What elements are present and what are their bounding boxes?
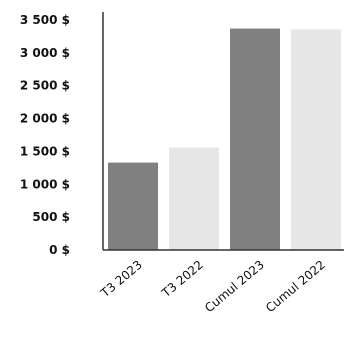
y-tick-label: 2 500 $ xyxy=(20,79,70,93)
x-category-label: T3 2022 xyxy=(158,258,206,301)
y-axis-ticks: 0 $ 500 $ 1 000 $ 1 500 $ 2 000 $ 2 500 $ 3 00… xyxy=(20,13,70,257)
x-category-label: Cumul 2023 xyxy=(202,258,267,316)
bars xyxy=(108,28,341,251)
y-tick-label: 3 500 $ xyxy=(20,13,70,27)
bar-t3-2022 xyxy=(169,147,219,250)
bar-cumul-2023 xyxy=(230,28,280,250)
y-tick-label: 3 000 $ xyxy=(20,46,70,60)
y-tick-label: 500 $ xyxy=(32,210,70,224)
bar-cumul-2022 xyxy=(291,29,341,251)
x-category-label: T3 2023 xyxy=(97,258,145,301)
y-tick-label: 2 000 $ xyxy=(20,112,70,126)
bar-t3-2023 xyxy=(108,162,158,250)
x-category-label: Cumul 2022 xyxy=(263,258,328,316)
y-tick-label: 1 000 $ xyxy=(20,177,70,191)
y-tick-label: 0 $ xyxy=(49,243,70,257)
y-tick-label: 1 500 $ xyxy=(20,144,70,158)
